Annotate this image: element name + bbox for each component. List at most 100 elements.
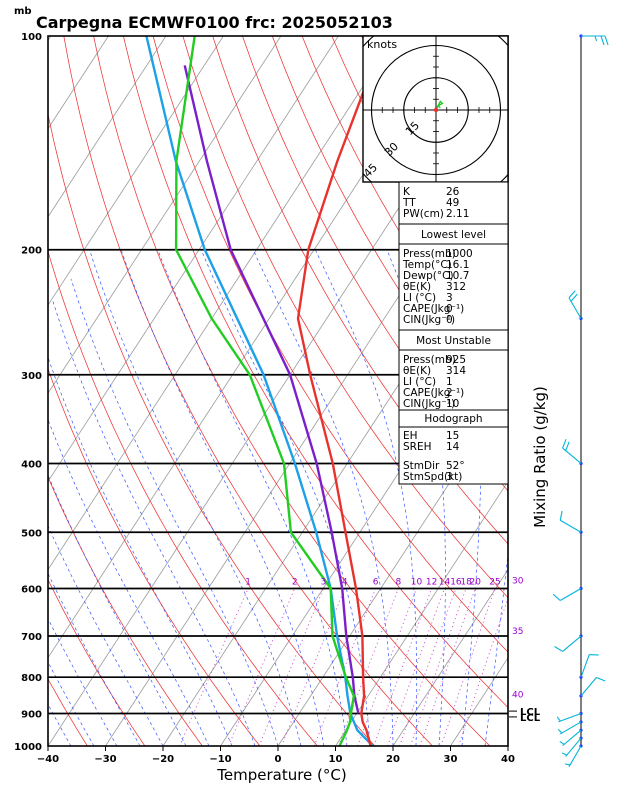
isotherm-line bbox=[48, 36, 282, 394]
wind-barb-half-flag bbox=[559, 740, 565, 745]
moist-adiabat-line bbox=[48, 356, 233, 746]
lowest-level-label: Dewp(°C) bbox=[403, 270, 454, 282]
most-unstable-label: Press(mb) bbox=[403, 354, 456, 366]
theta-e-label: 35 bbox=[512, 627, 523, 637]
lowest-level-label: CAPE(Jkg⁻¹) bbox=[403, 303, 464, 315]
theta-e-label: 40 bbox=[512, 691, 524, 701]
most-unstable-value: 314 bbox=[446, 365, 466, 377]
most-unstable-heading: Most Unstable bbox=[416, 335, 491, 347]
dry-adiabat-line bbox=[0, 36, 39, 761]
wind-barb-shaft bbox=[562, 635, 582, 652]
lowest-level-value: 16.1 bbox=[446, 259, 469, 271]
index-value: 49 bbox=[446, 197, 459, 209]
x-tick-label: −10 bbox=[209, 754, 231, 765]
dry-adiabat-line bbox=[570, 36, 618, 761]
dry-adiabat-line bbox=[123, 36, 508, 709]
mixing-ratio-line bbox=[258, 588, 324, 746]
mixing-ratio-line bbox=[179, 588, 249, 746]
dry-adiabat-line bbox=[48, 112, 376, 746]
wind-barb-flag bbox=[604, 35, 609, 46]
moist-adiabat-line bbox=[48, 525, 164, 746]
dry-adiabat-line bbox=[63, 36, 433, 746]
moist-adiabat-line bbox=[48, 474, 187, 746]
mixing-ratio-line bbox=[228, 588, 296, 746]
wind-barb-flag bbox=[568, 290, 576, 299]
wind-barb-flag bbox=[554, 646, 563, 652]
lowest-level-box bbox=[398, 223, 509, 331]
moist-adiabat-line bbox=[70, 278, 279, 746]
dry-adiabat-line bbox=[600, 36, 618, 761]
dry-adiabat-line bbox=[48, 476, 203, 746]
hodograph-param-value: 15 bbox=[446, 430, 459, 442]
mixing-ratio-label: 18 bbox=[460, 577, 472, 587]
isotherm-line bbox=[507, 745, 508, 746]
isotherm-lines bbox=[48, 36, 508, 746]
dry-adiabat-line bbox=[182, 36, 508, 599]
mixing-ratio-label: 14 bbox=[439, 577, 451, 587]
hodograph-param-label: SREH bbox=[403, 441, 432, 453]
x-tick-label: 0 bbox=[275, 754, 282, 765]
isotherm-line bbox=[48, 36, 397, 571]
lowest-level-heading: Lowest level bbox=[421, 229, 486, 241]
lcl-label: LCL bbox=[520, 707, 541, 718]
moist-adiabat-line bbox=[48, 661, 95, 746]
wind-barb-flag bbox=[559, 510, 563, 521]
pressure-tick-label: 300 bbox=[21, 371, 42, 382]
indices-box bbox=[398, 181, 509, 225]
dewpoint-profile-line bbox=[174, 36, 355, 746]
lowest-level-value: 1000 bbox=[446, 248, 473, 260]
x-tick-label: −40 bbox=[37, 754, 59, 765]
index-value: 2.11 bbox=[446, 208, 469, 220]
dry-adiabat-line bbox=[212, 36, 508, 545]
wind-barb-shaft bbox=[580, 654, 590, 678]
lowest-level-label: θE(K) bbox=[403, 281, 431, 293]
isotherm-line bbox=[335, 480, 508, 746]
most-unstable-label: θE(K) bbox=[403, 365, 431, 377]
wind-barb-shaft bbox=[559, 721, 582, 735]
pressure-tick-label: 500 bbox=[21, 528, 42, 539]
hodograph-param-label: StmSpd(kt) bbox=[403, 471, 462, 483]
x-tick-label: 20 bbox=[386, 754, 400, 765]
wind-barb-shaft bbox=[565, 737, 582, 757]
isotherm-line bbox=[392, 568, 508, 746]
most-unstable-value: 2 bbox=[446, 387, 453, 399]
wind-barb-shaft bbox=[568, 297, 582, 319]
chart-title: Carpegna ECMWF0100 frc: 2025052103 bbox=[36, 13, 393, 32]
mixing-ratio-label: 8 bbox=[396, 577, 402, 587]
pressure-tick-label: 400 bbox=[21, 459, 42, 470]
mixing-ratio-line bbox=[409, 588, 467, 746]
mixing-ratio-label: 10 bbox=[411, 577, 423, 587]
pressure-tick-label: 600 bbox=[21, 584, 42, 595]
hodograph-param-value: 14 bbox=[446, 441, 460, 453]
wind-barb-shaft bbox=[580, 677, 597, 697]
wind-barb-flag bbox=[565, 441, 570, 451]
index-label: PW(cm) bbox=[403, 208, 444, 220]
hodograph-storm-marker bbox=[433, 107, 439, 113]
wind-barb-flag bbox=[570, 293, 578, 302]
x-tick-label: −20 bbox=[152, 754, 174, 765]
hodograph-param-label: StmDir bbox=[403, 460, 440, 472]
isotherm-line bbox=[48, 36, 167, 218]
moist-adiabat-line bbox=[157, 249, 348, 746]
lcl-label: LCL bbox=[520, 713, 541, 724]
hodograph-trace bbox=[435, 100, 444, 111]
lowest-level-label: Press(mb) bbox=[403, 248, 456, 260]
moist-adiabat-line bbox=[48, 418, 210, 746]
theta-e-labels: 30 35 40 bbox=[512, 576, 524, 700]
index-value: 26 bbox=[446, 186, 460, 198]
mixing-ratio-label: 2 bbox=[292, 577, 298, 587]
wind-barb-shaft bbox=[562, 447, 582, 464]
wind-barb-half-flag bbox=[564, 763, 571, 766]
wind-barb-flag bbox=[596, 676, 606, 682]
pressure-tick-label: 1000 bbox=[14, 742, 42, 753]
moist-adiabat-line bbox=[48, 703, 72, 746]
parcel-profile-line bbox=[183, 65, 360, 714]
pressure-tick-label: 700 bbox=[21, 632, 42, 643]
isotherm-line bbox=[48, 36, 224, 306]
wind-barb-flag bbox=[552, 593, 561, 601]
most-unstable-label: CIN(Jkg⁻¹) bbox=[403, 398, 455, 410]
